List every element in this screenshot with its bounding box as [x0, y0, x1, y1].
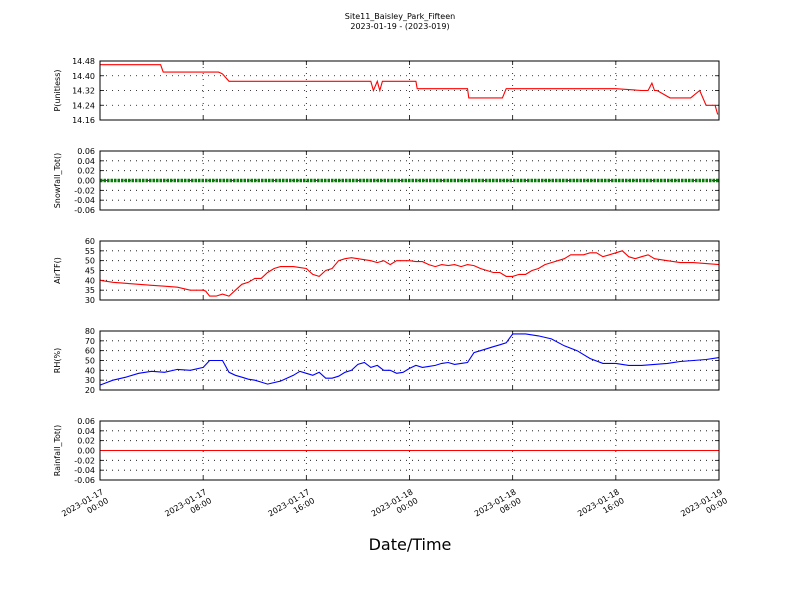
y-axis-label: Snowfall_Tot()	[53, 153, 62, 209]
plot-frame	[99, 150, 720, 211]
y-tick-label: 14.48	[72, 57, 95, 66]
y-tick-label: 20	[85, 386, 95, 395]
y-axis-label: RH(%)	[53, 348, 62, 373]
series-line	[99, 333, 720, 386]
y-tick-label: 14.24	[72, 101, 95, 110]
plot-frame	[99, 420, 720, 481]
y-tick-label: 40	[85, 276, 95, 285]
chart-subtitle: 2023-01-19 - (2023-019)	[350, 22, 449, 31]
y-axis-label: P(unitless)	[53, 69, 62, 111]
y-tick-label: 0.02	[77, 167, 95, 176]
series-line	[100, 64, 719, 115]
y-tick-label: 0.04	[77, 157, 95, 166]
y-tick-label: 60	[85, 347, 95, 356]
plot-frame	[99, 330, 720, 391]
y-tick-label: 70	[85, 337, 95, 346]
plot-frame	[99, 240, 720, 301]
y-tick-label: -0.02	[74, 186, 95, 195]
y-tick-label: -0.06	[74, 206, 95, 215]
y-tick-label: -0.02	[74, 456, 95, 465]
y-tick-label: 60	[85, 237, 95, 246]
y-tick-label: 55	[85, 247, 95, 256]
y-tick-label: -0.04	[74, 466, 95, 475]
y-tick-label: 0.06	[77, 417, 95, 426]
plot-frame	[99, 60, 720, 121]
y-tick-label: 50	[85, 257, 95, 266]
subplot-stack: 14.16 14.24 14.32 14.40 14.48 P(unitless) -0.0…	[53, 57, 720, 485]
y-tick-label: 80	[85, 327, 95, 336]
y-tick-label: -0.04	[74, 196, 95, 205]
y-axis-label: AirTF()	[53, 257, 62, 284]
y-tick-label: 14.16	[72, 116, 95, 125]
y-tick-label: 35	[85, 286, 95, 295]
y-tick-label: 0.06	[77, 147, 95, 156]
y-tick-label: 0.00	[77, 447, 95, 456]
y-tick-label: 30	[85, 376, 95, 385]
chart-title: Site11_Baisley_Park_Fifteen	[345, 12, 455, 21]
y-tick-label: 30	[85, 296, 95, 305]
y-tick-label: 0.04	[77, 427, 95, 436]
subplot-1: 14.16 14.24 14.32 14.40 14.48 P(unitless)	[53, 57, 720, 125]
y-axis-label: Rainfall_Tot()	[53, 425, 62, 477]
y-tick-label: 45	[85, 267, 95, 276]
y-tick-label: -0.06	[74, 476, 95, 485]
y-tick-label: 50	[85, 357, 95, 366]
y-tick-label: 0.00	[77, 177, 95, 186]
subplot-5: -0.06-0.04-0.020.000.020.040.06 Rainfall_…	[53, 417, 720, 485]
y-tick-label: 40	[85, 366, 95, 375]
subplot-2: -0.06-0.04-0.020.000.020.040.06 Snowfall_…	[53, 147, 720, 215]
y-tick-label: 14.40	[72, 72, 95, 81]
series-line	[99, 250, 720, 297]
y-tick-label: 14.32	[72, 87, 95, 96]
y-tick-label: 0.02	[77, 437, 95, 446]
x-axis-label: Date/Time	[369, 535, 452, 554]
